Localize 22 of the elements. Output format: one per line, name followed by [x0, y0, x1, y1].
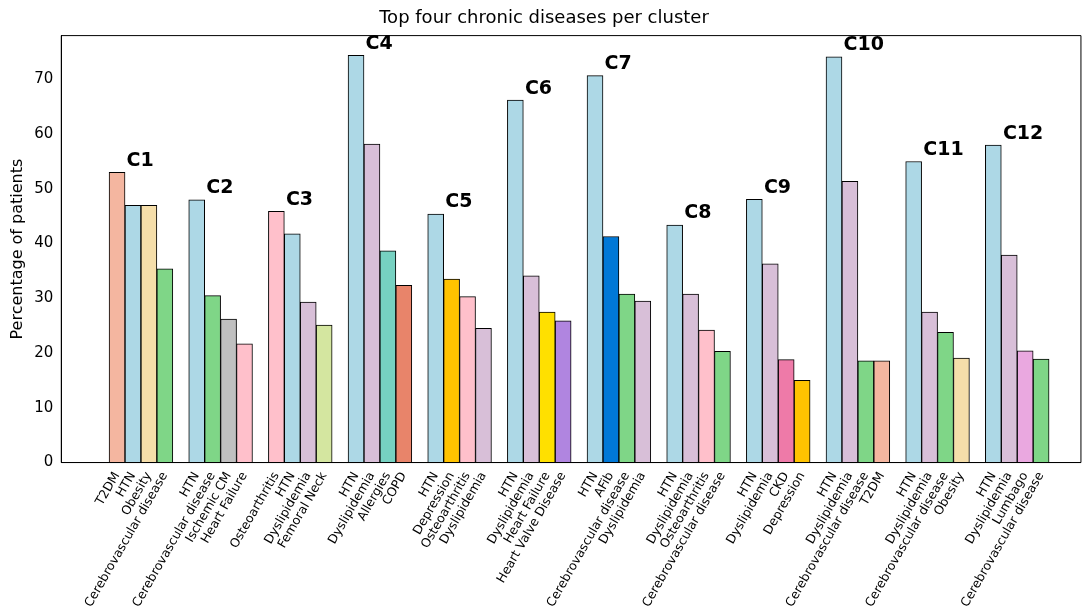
y-tick-label: 0 [43, 452, 54, 471]
y-axis-title: Percentage of patients [6, 158, 26, 340]
annotation: C9 [763, 174, 792, 197]
annotation: C6 [524, 75, 553, 98]
annotation: C7 [604, 51, 632, 73]
annotation: C11 [923, 136, 964, 159]
annotation: C2 [206, 175, 234, 198]
y-tick-label: 60 [34, 124, 54, 143]
annotation: C8 [684, 200, 712, 223]
annotation: C3 [285, 186, 314, 209]
y-tick-label: 40 [34, 233, 54, 252]
annotation: C12 [1002, 120, 1044, 143]
y-tick-label: 20 [34, 342, 54, 361]
annotation: C10 [843, 32, 884, 55]
y-tick-label: 70 [34, 69, 54, 88]
annotation: C1 [126, 147, 154, 170]
y-tick-label: 30 [34, 288, 54, 307]
chart-title: Top four chronic diseases per cluster [378, 6, 710, 28]
annotation: C5 [445, 189, 473, 212]
y-tick-label: 50 [34, 178, 54, 197]
y-tick-label: 10 [34, 397, 54, 416]
annotation: C4 [365, 30, 393, 53]
